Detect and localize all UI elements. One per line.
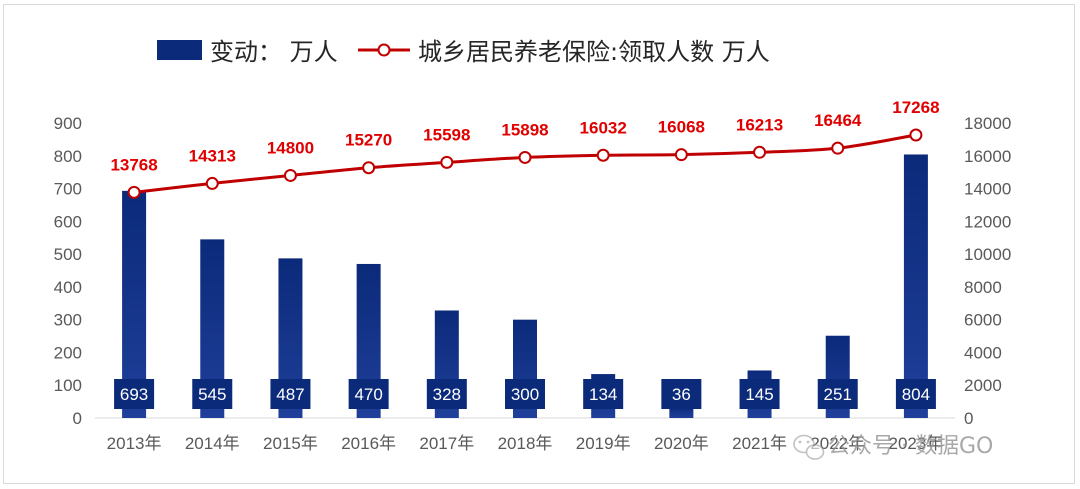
bar-data-label: 145 [745,385,773,404]
right-axis-tick: 6000 [964,311,1002,330]
bar-label-box [348,379,389,409]
right-axis-tick: 10000 [964,245,1011,264]
x-axis-tick: 2013年 [107,434,162,453]
bar [669,406,694,418]
legend-bar-swatch [157,40,202,60]
bar-data-label: 36 [672,385,691,404]
chart-frame [3,4,1075,484]
bar-data-label: 328 [433,385,461,404]
bar-label-box [114,379,155,409]
legend: 变动： 万人 城乡居民养老保险:领取人数 万人 [157,38,770,66]
line-point [674,148,688,162]
left-axis-tick: 900 [54,114,82,133]
bar-data-label: 545 [198,385,226,404]
x-axis-tick: 2019年 [576,434,631,453]
right-axis-tick: 2000 [964,376,1002,395]
line-data-label: 15598 [423,125,470,144]
bar-label-box [583,379,624,409]
line-data-label: 16068 [658,118,705,137]
x-axis-tick: 2018年 [498,434,553,453]
right-axis-tick: 18000 [964,114,1011,133]
line-data-label: 14313 [189,146,236,165]
line-data-label: 15270 [345,131,392,150]
bar-data-label: 487 [276,385,304,404]
left-axis-tick: 400 [54,278,82,297]
right-axis-tick: 8000 [964,278,1002,297]
line-data-label: 14800 [267,138,314,157]
line-point [440,155,454,169]
left-axis-tick: 0 [73,409,82,428]
line-point [596,148,610,162]
left-axis: 0 100 200 300 400 500 600 700 800 900 [54,114,82,428]
bar-label-box [739,379,780,409]
line-data-label: 15898 [501,120,548,139]
right-axis-tick: 14000 [964,180,1011,199]
left-axis-tick: 200 [54,343,82,362]
line-point [753,145,767,159]
bar-label-box [270,379,311,409]
x-axis-tick: 2021年 [732,434,787,453]
legend-bar-label: 变动： 万人 [210,38,338,66]
right-axis: 0 2000 4000 6000 8000 10000 12000 14000 16000 180… [964,114,1011,428]
left-axis-tick: 100 [54,376,82,395]
bar-data-label: 470 [354,385,382,404]
legend-line-marker [377,43,391,57]
right-axis-tick: 16000 [964,147,1011,166]
line-series [127,128,923,199]
bar-label-box [192,379,233,409]
x-axis-tick: 2022年 [810,434,865,453]
bar-data-label: 134 [589,385,617,404]
wechat-icon [793,434,825,460]
bar-data-label: 804 [902,385,930,404]
line-point [831,141,845,155]
watermark-text: 公众号 · 数据GO [828,434,993,459]
line-data-label: 13768 [110,155,157,174]
left-axis-tick: 800 [54,147,82,166]
line-point [909,128,923,142]
line-data-label: 17268 [892,98,939,117]
left-axis-tick: 700 [54,180,82,199]
x-axis-tick: 2015年 [263,434,318,453]
bar [903,154,928,418]
bar-label-box [505,379,545,409]
x-axis-tick: 2023年 [888,434,943,453]
bar-data-label: 300 [511,385,539,404]
left-axis-tick: 300 [54,311,82,330]
bar-label-box [661,379,702,409]
line-data-labels: 13768 14313 14800 15270 15598 15898 16032 16068… [110,98,939,174]
line-data-label: 16213 [736,115,783,134]
line-point [518,150,532,164]
bar-data-labels: 693 545 487 470 328 300 134 36 145 251 804 [114,379,936,409]
bar-label-box [817,379,858,409]
bar-label-box [426,379,467,409]
line-point [283,168,297,182]
x-axis-tick: 2016年 [341,434,396,453]
x-axis-tick: 2017年 [419,434,474,453]
line-data-label: 16464 [814,111,862,130]
watermark: 公众号 · 数据GO [793,434,993,460]
x-axis: 2013年 2014年 2015年 2016年 2017年 2018年 2019年 2020年… [107,434,944,453]
x-axis-tick: 2020年 [654,434,709,453]
x-axis-tick: 2014年 [185,434,240,453]
legend-line-label: 城乡居民养老保险:领取人数 万人 [418,38,770,66]
bar-data-label: 251 [824,385,852,404]
bar-series [122,154,928,418]
line-point [127,185,141,199]
bar-label-box [895,379,936,409]
line-data-label: 16032 [580,118,627,137]
line-point [205,176,219,190]
right-axis-tick: 0 [964,409,973,428]
right-axis-tick: 12000 [964,212,1011,231]
line-point [362,161,376,175]
bar-data-label: 693 [120,385,148,404]
left-axis-tick: 500 [54,245,82,264]
right-axis-tick: 4000 [964,343,1002,362]
left-axis-tick: 600 [54,212,82,231]
